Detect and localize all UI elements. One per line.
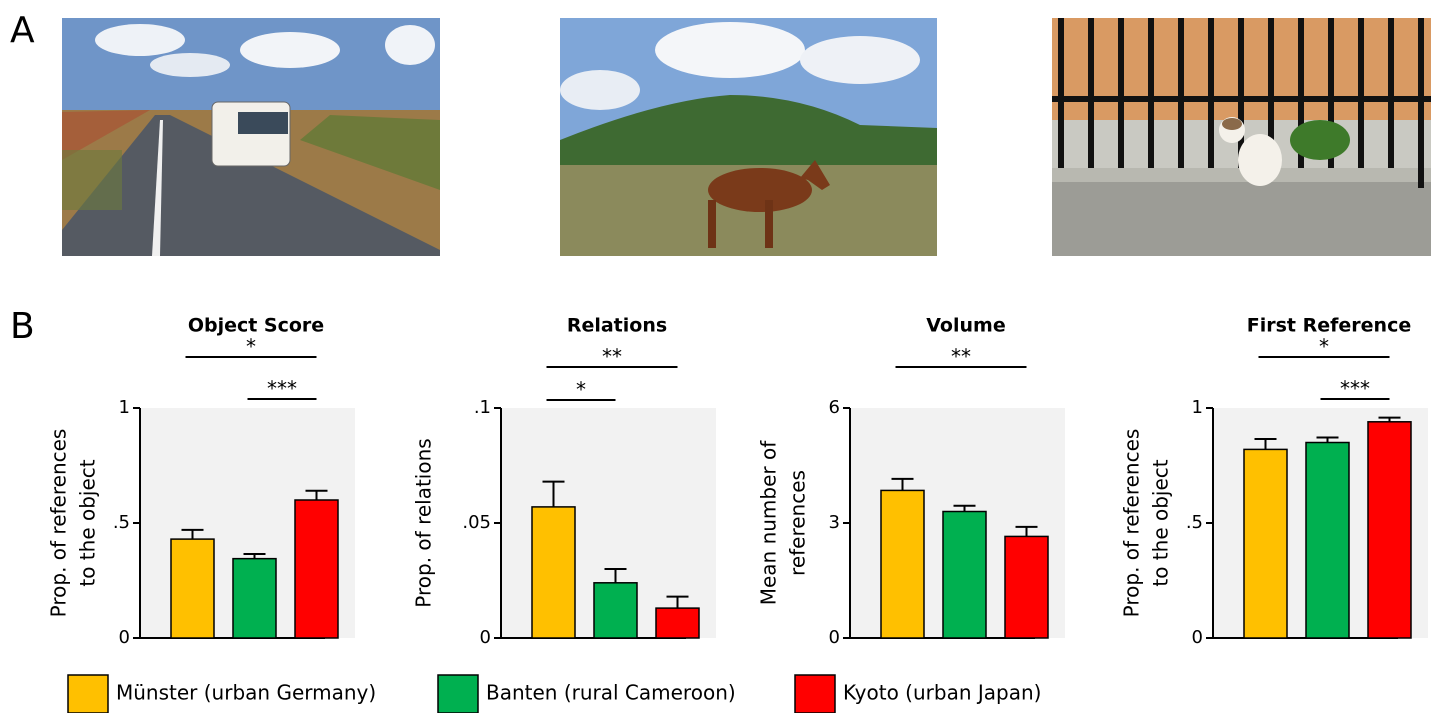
legend-label: Münster (urban Germany) [116,681,376,705]
y-tick-label: 0 [480,627,491,648]
y-tick-label: 0 [829,627,840,648]
legend-swatch [67,674,109,713]
chart-title: Volume [926,315,1005,337]
y-axis-label: Prop. of relations [412,438,436,607]
bar [1004,535,1049,639]
y-axis-label: to the object [76,459,100,586]
bar [1367,421,1412,639]
legend-label: Banten (rural Cameroon) [486,681,736,705]
y-axis-label: to the object [1149,459,1173,586]
y-tick-label: 6 [829,397,840,418]
bar [942,510,987,639]
significance-label: * [1319,335,1329,359]
y-tick-label: 3 [829,512,840,533]
significance-label: * [576,378,586,402]
y-axis-label: references [786,470,810,576]
chart-title: First Reference [1247,315,1411,337]
y-tick-label: .5 [1186,512,1203,533]
panel-label: A [10,10,35,51]
bar [880,489,925,639]
bar [170,538,215,639]
significance-label: ** [951,345,971,369]
photo-cat [1052,18,1431,256]
bar [1243,448,1288,639]
significance-label: *** [267,377,297,401]
y-tick-label: 0 [119,627,130,648]
significance-label: * [246,335,256,359]
chart-title: Object Score [188,315,324,337]
y-tick-label: 1 [119,397,130,418]
panel-label: B [10,306,35,347]
bar [232,557,277,639]
y-axis-label: Prop. of references [47,429,71,618]
legend-label: Kyoto (urban Japan) [843,681,1041,705]
y-tick-label: .05 [462,512,491,533]
y-tick-label: .1 [474,397,491,418]
legend-swatch [794,674,836,713]
bar [593,582,638,639]
photo-road [62,18,440,256]
chart-title: Relations [567,315,667,337]
bar [531,506,576,639]
bar [655,607,700,639]
bar [1305,441,1350,639]
y-tick-label: 1 [1192,397,1203,418]
y-axis-label: Prop. of references [1120,429,1144,618]
y-axis-label: Mean number of [757,440,781,606]
significance-label: ** [602,345,622,369]
y-tick-label: 0 [1192,627,1203,648]
bar [294,499,339,639]
significance-label: *** [1340,377,1370,401]
y-tick-label: .5 [113,512,130,533]
legend-swatch [437,674,479,713]
photo-horse [560,18,937,256]
